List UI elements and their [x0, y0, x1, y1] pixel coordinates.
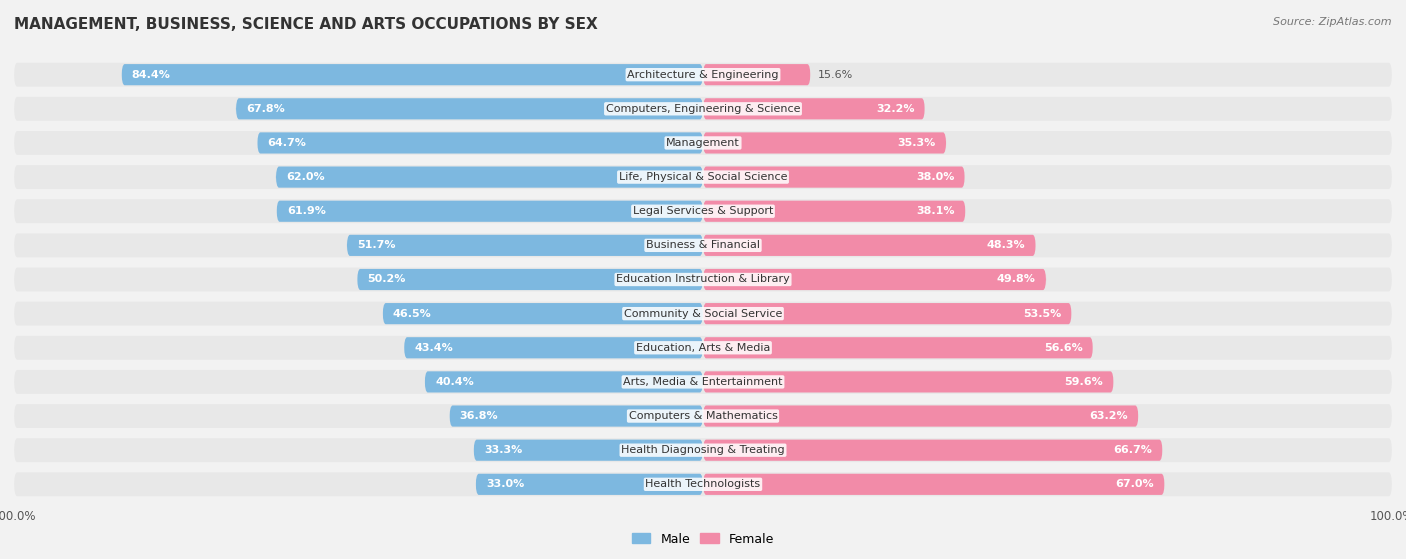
Text: Education Instruction & Library: Education Instruction & Library	[616, 274, 790, 285]
FancyBboxPatch shape	[703, 405, 1139, 427]
Text: 33.3%: 33.3%	[484, 445, 522, 455]
FancyBboxPatch shape	[404, 337, 703, 358]
Text: 67.0%: 67.0%	[1115, 479, 1154, 489]
FancyBboxPatch shape	[382, 303, 703, 324]
Text: 43.4%: 43.4%	[415, 343, 453, 353]
FancyBboxPatch shape	[357, 269, 703, 290]
Text: Health Technologists: Health Technologists	[645, 479, 761, 489]
Text: 35.3%: 35.3%	[897, 138, 936, 148]
Text: Management: Management	[666, 138, 740, 148]
Text: 38.1%: 38.1%	[917, 206, 955, 216]
Text: Health Diagnosing & Treating: Health Diagnosing & Treating	[621, 445, 785, 455]
Text: 66.7%: 66.7%	[1114, 445, 1152, 455]
FancyBboxPatch shape	[703, 303, 1071, 324]
FancyBboxPatch shape	[703, 337, 1092, 358]
FancyBboxPatch shape	[14, 472, 1392, 496]
FancyBboxPatch shape	[14, 404, 1392, 428]
Text: 84.4%: 84.4%	[132, 70, 170, 80]
Text: 51.7%: 51.7%	[357, 240, 395, 250]
FancyBboxPatch shape	[14, 97, 1392, 121]
Text: MANAGEMENT, BUSINESS, SCIENCE AND ARTS OCCUPATIONS BY SEX: MANAGEMENT, BUSINESS, SCIENCE AND ARTS O…	[14, 17, 598, 32]
FancyBboxPatch shape	[14, 165, 1392, 189]
FancyBboxPatch shape	[14, 63, 1392, 87]
FancyBboxPatch shape	[14, 234, 1392, 257]
FancyBboxPatch shape	[703, 64, 810, 86]
FancyBboxPatch shape	[14, 336, 1392, 360]
Text: 46.5%: 46.5%	[392, 309, 432, 319]
Text: Education, Arts & Media: Education, Arts & Media	[636, 343, 770, 353]
Text: 48.3%: 48.3%	[987, 240, 1025, 250]
FancyBboxPatch shape	[277, 201, 703, 222]
Text: 38.0%: 38.0%	[917, 172, 955, 182]
FancyBboxPatch shape	[703, 473, 1164, 495]
FancyBboxPatch shape	[703, 235, 1036, 256]
FancyBboxPatch shape	[14, 131, 1392, 155]
FancyBboxPatch shape	[236, 98, 703, 120]
FancyBboxPatch shape	[703, 167, 965, 188]
FancyBboxPatch shape	[703, 132, 946, 154]
FancyBboxPatch shape	[703, 201, 966, 222]
Text: Architecture & Engineering: Architecture & Engineering	[627, 70, 779, 80]
Text: 59.6%: 59.6%	[1064, 377, 1104, 387]
Text: 15.6%: 15.6%	[817, 70, 852, 80]
FancyBboxPatch shape	[14, 268, 1392, 291]
FancyBboxPatch shape	[703, 439, 1163, 461]
Text: 67.8%: 67.8%	[246, 104, 285, 114]
Text: 56.6%: 56.6%	[1043, 343, 1083, 353]
Text: 36.8%: 36.8%	[460, 411, 499, 421]
Text: 63.2%: 63.2%	[1090, 411, 1128, 421]
FancyBboxPatch shape	[276, 167, 703, 188]
FancyBboxPatch shape	[703, 269, 1046, 290]
Text: 33.0%: 33.0%	[486, 479, 524, 489]
Text: Computers, Engineering & Science: Computers, Engineering & Science	[606, 104, 800, 114]
Legend: Male, Female: Male, Female	[627, 528, 779, 551]
FancyBboxPatch shape	[14, 199, 1392, 223]
Text: Legal Services & Support: Legal Services & Support	[633, 206, 773, 216]
Text: 64.7%: 64.7%	[267, 138, 307, 148]
Text: 32.2%: 32.2%	[876, 104, 914, 114]
Text: Life, Physical & Social Science: Life, Physical & Social Science	[619, 172, 787, 182]
FancyBboxPatch shape	[474, 439, 703, 461]
Text: 50.2%: 50.2%	[367, 274, 406, 285]
FancyBboxPatch shape	[14, 438, 1392, 462]
Text: Arts, Media & Entertainment: Arts, Media & Entertainment	[623, 377, 783, 387]
Text: 53.5%: 53.5%	[1024, 309, 1062, 319]
Text: Computers & Mathematics: Computers & Mathematics	[628, 411, 778, 421]
FancyBboxPatch shape	[14, 302, 1392, 325]
FancyBboxPatch shape	[14, 370, 1392, 394]
FancyBboxPatch shape	[703, 98, 925, 120]
Text: 61.9%: 61.9%	[287, 206, 326, 216]
Text: Business & Financial: Business & Financial	[645, 240, 761, 250]
FancyBboxPatch shape	[475, 473, 703, 495]
Text: 40.4%: 40.4%	[434, 377, 474, 387]
FancyBboxPatch shape	[257, 132, 703, 154]
Text: 62.0%: 62.0%	[287, 172, 325, 182]
Text: Community & Social Service: Community & Social Service	[624, 309, 782, 319]
FancyBboxPatch shape	[425, 371, 703, 392]
FancyBboxPatch shape	[703, 371, 1114, 392]
Text: 49.8%: 49.8%	[997, 274, 1036, 285]
Text: Source: ZipAtlas.com: Source: ZipAtlas.com	[1274, 17, 1392, 27]
FancyBboxPatch shape	[347, 235, 703, 256]
FancyBboxPatch shape	[121, 64, 703, 86]
FancyBboxPatch shape	[450, 405, 703, 427]
